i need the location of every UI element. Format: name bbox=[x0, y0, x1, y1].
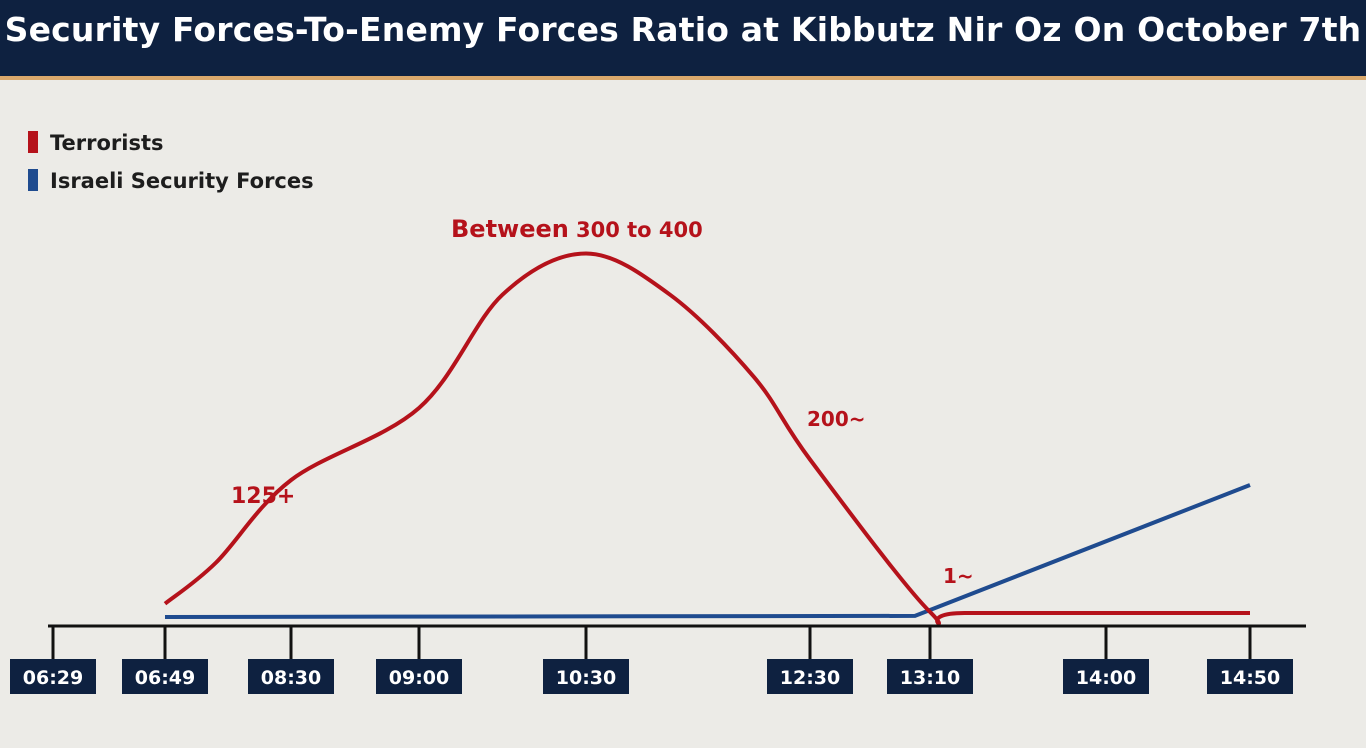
x-tick-label: 13:10 bbox=[900, 667, 960, 689]
x-tick-box bbox=[1207, 659, 1293, 694]
annotation-300-to-400: 300 to 400 bbox=[576, 218, 703, 242]
x-tick-label: 09:00 bbox=[389, 667, 449, 689]
x-tick-label: 06:49 bbox=[135, 667, 195, 689]
annotations: 125+ Between 300 to 400 200~ 1~ bbox=[231, 215, 974, 588]
legend: Terrorists Israeli Security Forces bbox=[28, 131, 314, 193]
x-tick-label: 08:30 bbox=[261, 667, 321, 689]
legend-label-security: Israeli Security Forces bbox=[50, 169, 314, 193]
x-tick-box bbox=[10, 659, 96, 694]
annotation-200: 200~ bbox=[807, 407, 866, 431]
x-tick-label: 10:30 bbox=[556, 667, 616, 689]
legend-swatch-security bbox=[28, 169, 38, 191]
x-tick-label: 14:00 bbox=[1076, 667, 1136, 689]
annotation-between: Between bbox=[451, 215, 569, 243]
annotation-125: 125+ bbox=[231, 484, 295, 509]
x-tick-box bbox=[122, 659, 208, 694]
legend-label-terrorists: Terrorists bbox=[50, 131, 164, 155]
x-tick-label: 14:50 bbox=[1220, 667, 1280, 689]
annotation-1: 1~ bbox=[943, 564, 974, 588]
x-tick-box bbox=[543, 659, 629, 694]
x-tick-label: 06:29 bbox=[23, 667, 83, 689]
x-tick-box bbox=[1063, 659, 1149, 694]
series-line-security bbox=[164, 483, 1251, 619]
x-tick-box bbox=[248, 659, 334, 694]
x-tick-label: 12:30 bbox=[780, 667, 840, 689]
legend-swatch-terrorists bbox=[28, 131, 38, 153]
x-tick-box bbox=[887, 659, 973, 694]
title-banner: Security Forces-To-Enemy Forces Ratio at… bbox=[0, 0, 1366, 80]
chart-title: Security Forces-To-Enemy Forces Ratio at… bbox=[4, 10, 1362, 49]
x-tick-box bbox=[376, 659, 462, 694]
series-line-terrorists bbox=[163, 251, 1251, 626]
x-axis-ticks: 06:29 06:49 08:30 09:00 10:30 12:30 13:10 14:00… bbox=[10, 626, 1293, 694]
x-tick-box bbox=[767, 659, 853, 694]
